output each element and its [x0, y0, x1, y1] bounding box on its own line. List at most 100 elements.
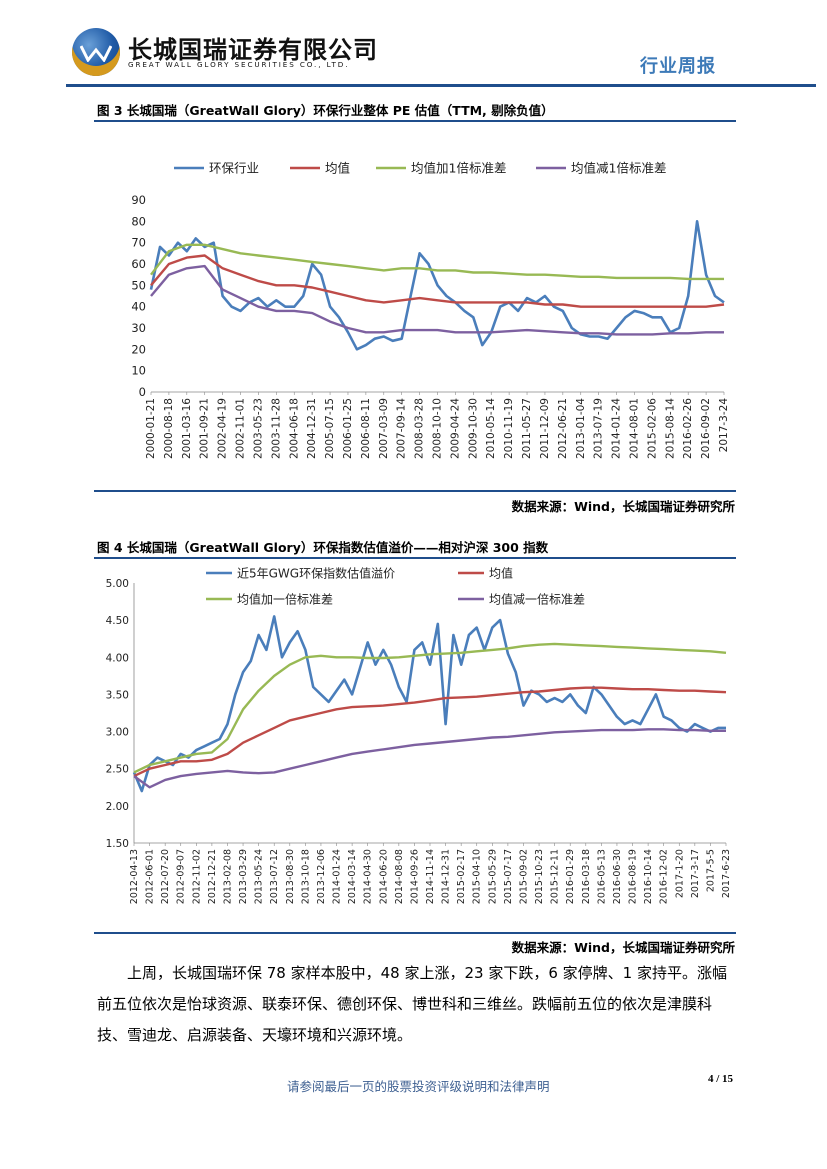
- x-tick-label: 2017-6-23: [721, 849, 732, 898]
- x-tick-label: 2000-08-18: [163, 398, 175, 459]
- x-tick-label: 2002-11-01: [235, 398, 247, 459]
- y-tick-label: 1.50: [106, 838, 129, 850]
- x-tick-label: 2009-10-30: [467, 398, 479, 459]
- x-tick-label: 2014-08-01: [628, 398, 640, 459]
- summary-paragraph: 上周，长城国瑞环保 78 家样本股中，48 家上涨，23 家下跌，6 家停牌、1…: [97, 964, 727, 1044]
- x-tick-label: 2015-09-02: [518, 849, 529, 904]
- figure3-chart: 0 10 20 30 40 50 60 70 80 90 2000-01-21 2000-08-18 2…: [131, 161, 730, 460]
- x-tick-label: 2016-01-29: [565, 849, 576, 904]
- figure3-title: 图 3 长城国瑞（GreatWall Glory）环保行业整体 PE 估值（TT…: [97, 103, 554, 118]
- x-tick-label: 2010-11-19: [503, 398, 515, 459]
- y-tick-label: 2.00: [106, 801, 129, 813]
- x-tick-label: 2014-04-30: [363, 849, 374, 904]
- x-tick-label: 2008-10-10: [432, 398, 444, 459]
- series-line-2: [150, 243, 724, 281]
- legend-label: 均值: [325, 161, 350, 176]
- x-tick-label: 2010-05-14: [485, 398, 497, 459]
- series-line-0: [132, 615, 726, 793]
- y-tick-label: 4.50: [106, 615, 129, 627]
- figure4-chart: 1.50 2.00 2.50 3.00 3.50 4.00 4.50 5.00 2012-04-…: [106, 566, 732, 905]
- x-tick-label: 2016-02-26: [682, 398, 694, 459]
- figure4-source: 数据来源：Wind，长城国瑞证券研究所: [511, 940, 735, 955]
- x-tick-label: 2012-07-20: [160, 849, 171, 904]
- x-tick-label: 2008-03-28: [414, 398, 426, 459]
- y-tick-label: 30: [131, 321, 146, 335]
- x-tick-label: 2016-08-19: [628, 849, 639, 904]
- x-tick-label: 2015-12-11: [550, 849, 561, 904]
- x-tick-label: 2016-03-18: [581, 849, 592, 904]
- x-tick-label: 2011-12-09: [539, 398, 551, 459]
- x-tick-label: 2017-5-5: [705, 849, 716, 892]
- x-tick-label: 2015-08-14: [664, 398, 676, 459]
- x-tick-label: 2013-07-19: [593, 398, 605, 459]
- x-tick-label: 2013-08-30: [285, 849, 296, 904]
- x-tick-label: 2013-10-18: [300, 849, 311, 904]
- x-tick-label: 2005-07-15: [324, 398, 336, 459]
- x-tick-label: 2013-03-29: [238, 849, 249, 904]
- x-tick-label: 2012-12-21: [207, 849, 218, 904]
- x-tick-label: 2015-07-17: [503, 849, 514, 904]
- company-name-en: GREAT WALL GLORY SECURITIES CO., LTD.: [128, 60, 350, 69]
- x-tick-label: 2016-05-13: [596, 849, 607, 904]
- x-tick-label: 2007-03-09: [378, 398, 390, 459]
- x-tick-label: 2015-02-17: [456, 849, 467, 904]
- series-line-1: [150, 254, 725, 308]
- y-tick-label: 80: [131, 214, 146, 228]
- x-tick-label: 2016-12-02: [659, 849, 670, 904]
- x-tick-label: 2013-01-04: [575, 398, 587, 459]
- x-tick-label: 2011-05-27: [521, 398, 533, 459]
- x-tick-label: 2003-05-23: [252, 398, 264, 459]
- series-line-3: [133, 728, 726, 789]
- figure4-title: 图 4 长城国瑞（GreatWall Glory）环保指数估值溢价——相对沪深 …: [97, 540, 549, 555]
- series-line-2: [133, 642, 727, 774]
- figure3-bottom-rule: [94, 490, 736, 492]
- x-tick-label: 2013-05-24: [254, 849, 265, 904]
- x-tick-label: 2012-11-02: [191, 849, 202, 904]
- document-type: 行业周报: [640, 56, 716, 77]
- x-tick-label: 2015-10-23: [534, 849, 545, 904]
- x-tick-label: 2012-06-01: [145, 849, 156, 904]
- y-tick-label: 60: [131, 257, 146, 271]
- x-tick-label: 2012-06-21: [557, 398, 569, 459]
- x-tick-label: 2014-06-20: [378, 849, 389, 904]
- y-tick-label: 40: [131, 300, 146, 314]
- figure3-source: 数据来源：Wind，长城国瑞证券研究所: [511, 499, 735, 514]
- y-tick-label: 4.00: [106, 652, 129, 664]
- figure4-bottom-rule: [94, 932, 736, 934]
- x-tick-label: 2006-01-25: [342, 398, 354, 459]
- y-tick-label: 10: [131, 364, 146, 378]
- x-tick-label: 2013-12-06: [316, 849, 327, 904]
- x-tick-label: 2012-04-13: [129, 849, 140, 904]
- x-tick-label: 2007-09-14: [396, 398, 408, 459]
- company-name-cn: 长城国瑞证券有限公司: [128, 36, 378, 64]
- x-tick-label: 2014-09-26: [409, 849, 420, 904]
- x-tick-label: 2001-03-16: [181, 398, 193, 459]
- x-tick-label: 2004-12-31: [306, 398, 318, 459]
- x-tick-label: 2017-1-20: [674, 849, 685, 898]
- y-tick-label: 20: [131, 342, 146, 356]
- x-tick-label: 2009-04-24: [449, 398, 461, 459]
- figure3-top-rule: [94, 120, 736, 122]
- y-tick-label: 90: [131, 193, 146, 207]
- figure4-top-rule: [94, 557, 736, 559]
- y-tick-label: 2.50: [106, 764, 129, 776]
- header-divider: [66, 84, 816, 87]
- legend-label: 均值加一倍标准差: [237, 592, 333, 607]
- x-tick-label: 2016-09-02: [700, 398, 712, 459]
- x-tick-label: 2016-10-14: [643, 849, 654, 904]
- legend-label: 均值减一倍标准差: [489, 592, 585, 607]
- legend-label: 均值: [489, 566, 513, 581]
- x-tick-label: 2003-11-28: [270, 398, 282, 459]
- legend-label: 近5年GWG环保指数估值溢价: [237, 566, 395, 581]
- x-tick-label: 2017-3-24: [718, 398, 730, 453]
- y-tick-label: 3.50: [106, 689, 129, 701]
- x-tick-label: 2014-01-24: [332, 849, 343, 904]
- x-tick-label: 2015-02-06: [646, 398, 658, 459]
- legend-label: 环保行业: [209, 161, 259, 176]
- legend-label: 均值减1倍标准差: [571, 161, 666, 176]
- x-tick-label: 2014-12-31: [441, 849, 452, 904]
- page-number: 4 / 15: [708, 1073, 734, 1085]
- series-line-0: [149, 220, 725, 351]
- x-tick-label: 2014-03-14: [347, 849, 358, 904]
- series-line-3: [150, 264, 724, 336]
